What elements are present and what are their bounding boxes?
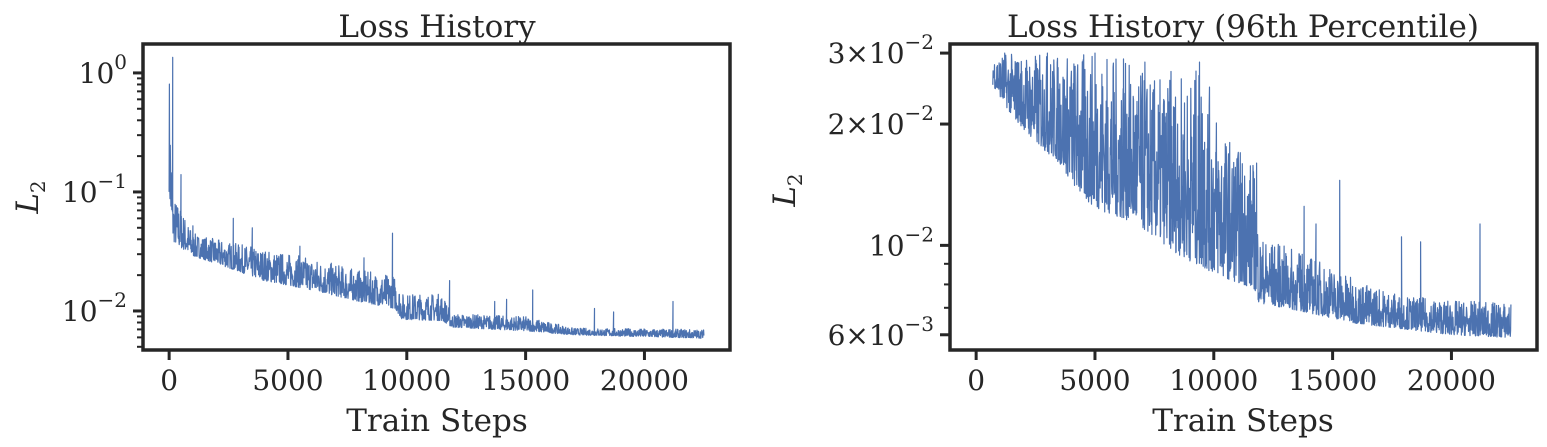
x-tick-label: 0 xyxy=(967,364,985,397)
x-axis-label-left: Train Steps xyxy=(346,403,528,439)
y-axis-label-right: L2 xyxy=(767,173,807,207)
y-tick-label: 10−1 xyxy=(62,169,127,209)
plot-area-right xyxy=(992,52,1512,338)
x-ticks-right: 0 5000 10000 15000 20000 xyxy=(967,350,1496,397)
y-tick-label: 10−2 xyxy=(62,288,127,328)
y-tick-label: 6×10−3 xyxy=(828,312,934,352)
y-ticks-right: 3×10−2 2×10−2 10−2 6×10−3 xyxy=(828,30,950,352)
y-axis-label-left: L2 xyxy=(10,180,50,214)
y-tick-label: 10−2 xyxy=(869,222,934,262)
x-tick-label: 10000 xyxy=(1169,364,1258,397)
x-tick-label: 20000 xyxy=(1407,364,1496,397)
loss-series-line xyxy=(168,56,705,339)
y-ticks-left: 100 10−1 10−2 xyxy=(62,50,143,348)
x-ticks-left: 0 5000 10000 15000 20000 xyxy=(160,350,689,397)
x-axis-label-right: Train Steps xyxy=(1152,403,1334,439)
chart-title-right: Loss History (96th Percentile) xyxy=(1007,9,1479,45)
x-tick-label: 15000 xyxy=(481,364,570,397)
axes-frame-right xyxy=(948,42,1539,352)
chart-right: Loss History (96th Percentile) 0 5000 1000… xyxy=(767,9,1539,439)
x-tick-label: 15000 xyxy=(1288,364,1377,397)
plot-area-left xyxy=(168,56,705,339)
y-tick-label: 3×10−2 xyxy=(828,30,934,70)
x-tick-label: 0 xyxy=(160,364,178,397)
x-tick-label: 5000 xyxy=(252,364,323,397)
loss-series-line xyxy=(992,52,1512,338)
x-tick-label: 20000 xyxy=(600,364,689,397)
y-tick-label: 2×10−2 xyxy=(828,101,934,141)
chart-title-left: Loss History xyxy=(338,9,536,45)
x-tick-label: 5000 xyxy=(1059,364,1130,397)
chart-left: Loss History 0 5000 10000 15000 20000 100 10−… xyxy=(10,9,732,439)
y-tick-label: 100 xyxy=(79,50,127,90)
x-tick-label: 10000 xyxy=(362,364,451,397)
